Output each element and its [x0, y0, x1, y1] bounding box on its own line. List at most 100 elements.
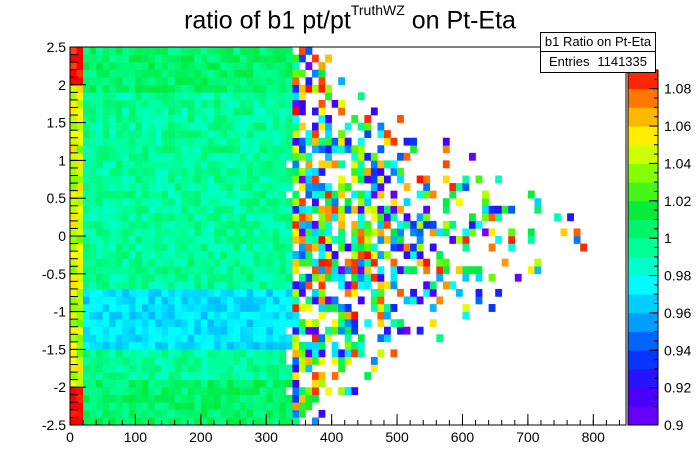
- heatmap-cell: [122, 137, 130, 146]
- heatmap-cell: [109, 341, 117, 350]
- heatmap-cell: [213, 417, 221, 426]
- heatmap-cell: [253, 69, 260, 78]
- heatmap-cell: [331, 198, 339, 207]
- heatmap-cell: [128, 372, 136, 380]
- heatmap-cell: [181, 213, 189, 222]
- heatmap-cell: [89, 54, 97, 63]
- heatmap-cell: [109, 356, 117, 365]
- heatmap-cell: [181, 228, 189, 237]
- heatmap-cell: [573, 228, 581, 237]
- heatmap-cell: [272, 92, 280, 101]
- heatmap-cell: [161, 387, 169, 396]
- heatmap-cell: [161, 62, 169, 70]
- heatmap-cell: [226, 54, 234, 63]
- heatmap-cell: [207, 379, 215, 388]
- heatmap-cell: [318, 220, 326, 229]
- heatmap-cell: [213, 251, 221, 259]
- heatmap-cell: [207, 304, 215, 312]
- heatmap-cell: [462, 266, 470, 275]
- heatmap-cell: [200, 190, 208, 199]
- heatmap-cell: [122, 99, 130, 108]
- heatmap-cell: [174, 137, 182, 146]
- heatmap-cell: [83, 69, 90, 78]
- heatmap-cell: [357, 334, 365, 343]
- heatmap-cell: [70, 341, 77, 350]
- heatmap-cell: [377, 130, 385, 139]
- heatmap-cell: [240, 77, 247, 86]
- heatmap-cell: [351, 167, 359, 176]
- heatmap-cell: [292, 266, 300, 275]
- heatmap-cell: [253, 334, 260, 343]
- heatmap-cell: [207, 402, 215, 411]
- heatmap-cell: [338, 130, 346, 139]
- heatmap-cell: [128, 47, 136, 55]
- heatmap-cell: [266, 190, 274, 199]
- heatmap-cell: [76, 107, 84, 116]
- heatmap-cell: [259, 115, 267, 123]
- heatmap-cell: [109, 198, 117, 207]
- heatmap-cell: [194, 288, 202, 297]
- heatmap-cell: [135, 107, 143, 116]
- heatmap-cell: [109, 236, 117, 244]
- heatmap-cell: [207, 152, 215, 161]
- heatmap-cell: [226, 190, 234, 199]
- heatmap-cell: [292, 145, 300, 154]
- heatmap-cell: [488, 273, 496, 282]
- heatmap-cell: [168, 349, 175, 358]
- heatmap-cell: [115, 130, 123, 139]
- heatmap-cell: [325, 243, 332, 252]
- heatmap-cell: [305, 213, 313, 222]
- heatmap-cell: [226, 213, 234, 222]
- heatmap-cell: [83, 417, 90, 426]
- heatmap-cell: [174, 220, 182, 229]
- stats-entries-label: Entries: [549, 54, 590, 69]
- x-tick-label: 0: [66, 429, 74, 445]
- heatmap-cell: [240, 243, 247, 252]
- heatmap-cell: [266, 198, 274, 207]
- heatmap-cell: [109, 130, 117, 139]
- heatmap-cell: [96, 175, 103, 184]
- heatmap-cell: [155, 251, 162, 259]
- heatmap-cell: [155, 62, 162, 70]
- heatmap-cell: [109, 183, 117, 191]
- heatmap-cell: [285, 130, 293, 139]
- heatmap-cell: [285, 417, 293, 426]
- heatmap-cell: [285, 319, 293, 328]
- heatmap-cell: [272, 84, 280, 93]
- heatmap-cell: [115, 228, 123, 237]
- heatmap-cell: [233, 175, 241, 184]
- heatmap-cell: [168, 288, 175, 297]
- heatmap-cell: [233, 220, 241, 229]
- heatmap-cell: [89, 220, 97, 229]
- heatmap-cell: [240, 175, 247, 184]
- heatmap-cell: [155, 84, 162, 93]
- heatmap-cell: [259, 99, 267, 108]
- title-suffix: on Pt-Eta: [404, 6, 516, 35]
- heatmap-cell: [312, 379, 319, 388]
- heatmap-cell: [298, 258, 306, 267]
- heatmap-cell: [83, 387, 90, 396]
- heatmap-cell: [181, 341, 189, 350]
- heatmap-cell: [220, 243, 228, 252]
- palette-tick-label: 0.9: [664, 417, 684, 433]
- heatmap-cell: [96, 228, 103, 237]
- heatmap-cell: [70, 334, 77, 343]
- heatmap-cell: [70, 137, 77, 146]
- heatmap-cell: [135, 115, 143, 123]
- heatmap-cell: [70, 364, 77, 373]
- heatmap-cell: [383, 175, 391, 184]
- heatmap-cell: [338, 311, 346, 320]
- heatmap-cell: [213, 281, 221, 290]
- heatmap-cell: [96, 304, 103, 312]
- heatmap-cell: [115, 213, 123, 222]
- heatmap-cell: [70, 167, 77, 176]
- heatmap-cell: [148, 243, 156, 252]
- heatmap-cell: [305, 167, 313, 176]
- heatmap-cell: [135, 220, 143, 229]
- heatmap-cell: [312, 372, 319, 380]
- heatmap-cell: [253, 356, 260, 365]
- heatmap-cell: [325, 236, 332, 244]
- heatmap-cell: [76, 130, 84, 139]
- heatmap-cell: [207, 319, 215, 328]
- heatmap-cell: [220, 356, 228, 365]
